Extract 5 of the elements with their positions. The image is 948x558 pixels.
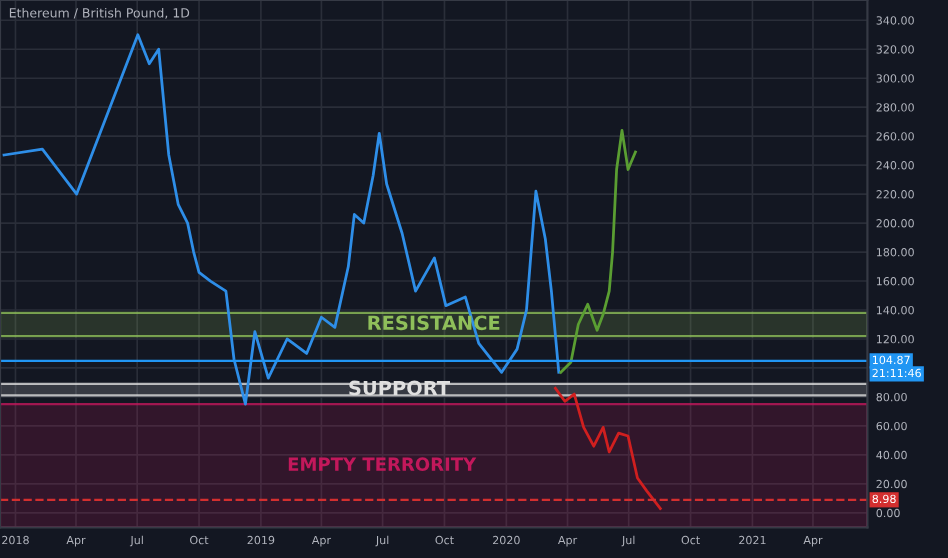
line-series <box>554 386 662 510</box>
line-series <box>559 128 637 374</box>
band-label: SUPPORT <box>349 380 450 396</box>
band-label: EMPTY TERRORITY <box>288 457 477 471</box>
line-series <box>2 33 561 406</box>
